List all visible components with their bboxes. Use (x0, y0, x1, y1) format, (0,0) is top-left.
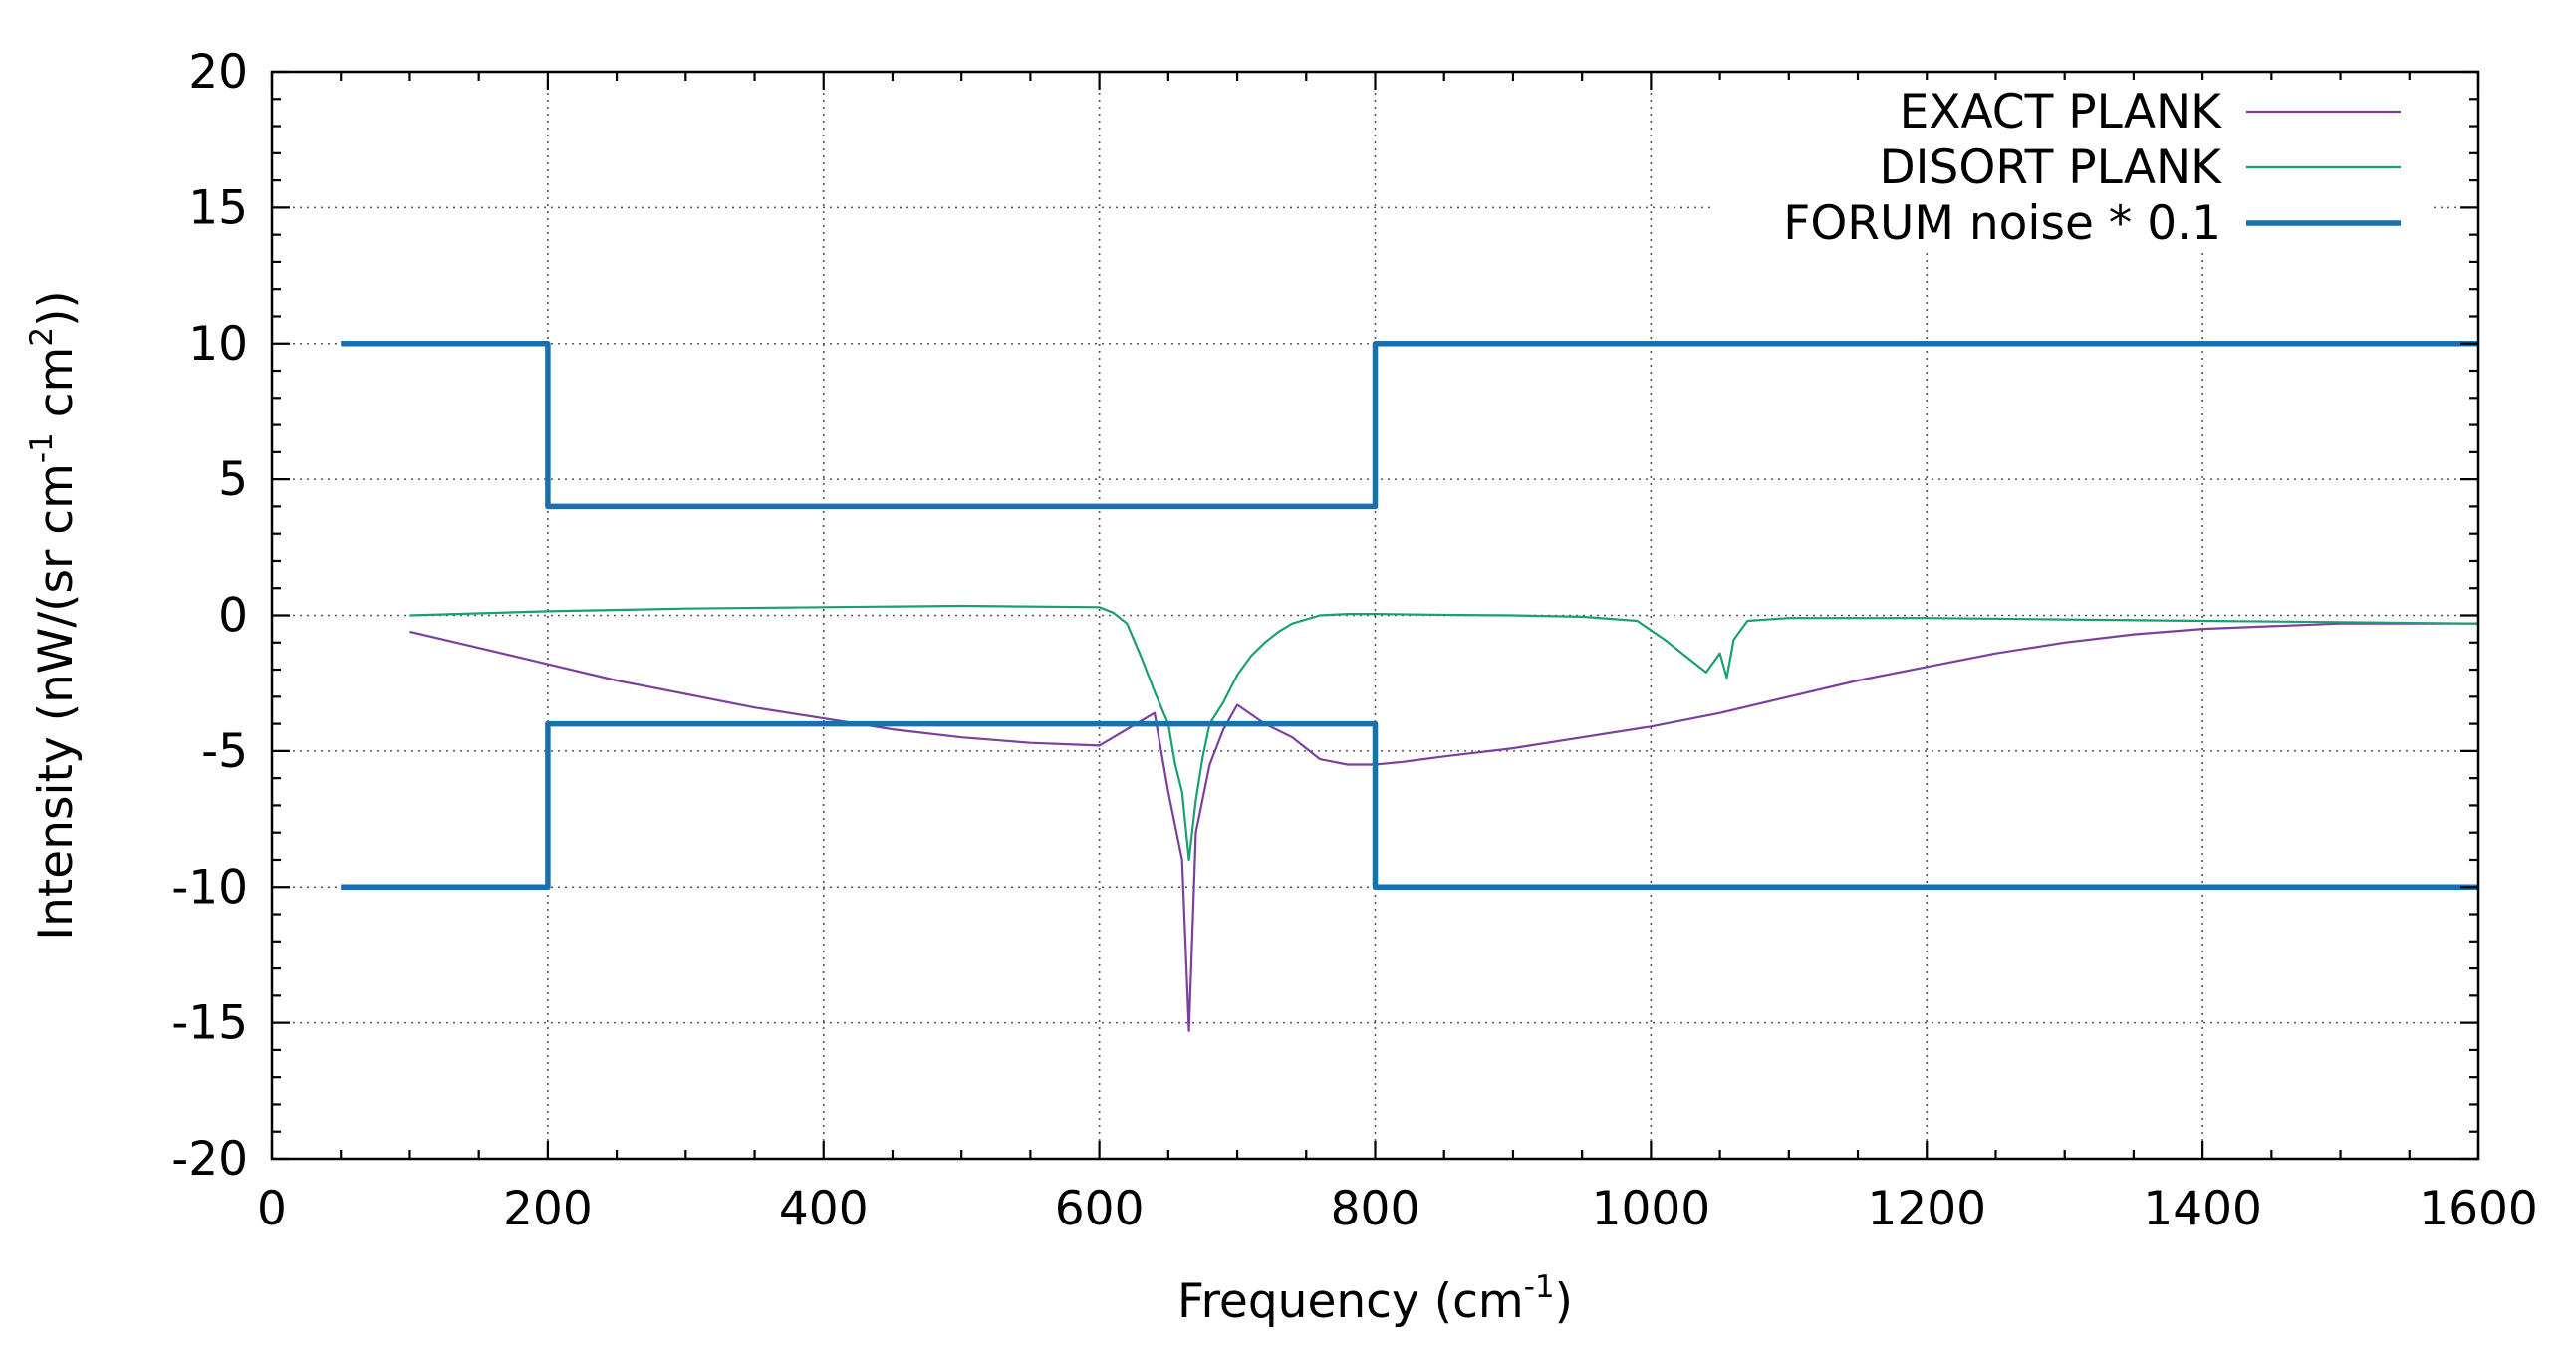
x-tick-label: 200 (503, 1182, 593, 1236)
y-axis-title: Intensity (nW/(sr cm-1 cm2)) (24, 290, 84, 941)
y-tick-label: 0 (218, 589, 248, 644)
series-line-2 (341, 341, 2478, 510)
legend-label-forum-noise: FORUM noise * 0.1 (1783, 196, 2221, 251)
y-axis-title-suffix: )) (29, 290, 84, 327)
x-tick-label: 600 (1055, 1182, 1145, 1236)
x-axis-title-superscript: -1 (1524, 1269, 1555, 1305)
tick-labels: 0 200 400 600 800 1000 1200 1400 1600-20-15-10-5… (171, 45, 2538, 1236)
y-tick-label: -20 (171, 1132, 248, 1187)
x-tick-label: 0 (257, 1182, 287, 1236)
y-tick-label: 15 (188, 180, 248, 235)
y-tick-label: -10 (171, 860, 248, 915)
series-line-3 (341, 720, 2478, 891)
series-line-0 (409, 622, 2478, 1032)
y-tick-label: 20 (188, 45, 248, 100)
x-tick-label: 1400 (2143, 1182, 2262, 1236)
legend: EXACT PLANK DISORT PLANK FORUM noise * 0… (1713, 80, 2431, 251)
x-axis-title-main: Frequency (cm (1177, 1274, 1524, 1329)
x-tick-label: 1600 (2419, 1182, 2538, 1236)
y-tick-label: -5 (201, 724, 248, 779)
series-layer (341, 341, 2479, 1032)
legend-label-disort-plank: DISORT PLANK (1879, 140, 2222, 195)
y-axis-title-main: Intensity (nW/(sr cm (29, 463, 84, 941)
y-axis-title-mid: cm (29, 347, 84, 433)
x-tick-label: 800 (1331, 1182, 1420, 1236)
x-axis-title: Frequency (cm-1) (1177, 1269, 1573, 1329)
x-tick-label: 1000 (1592, 1182, 1711, 1236)
legend-label-exact-plank: EXACT PLANK (1900, 85, 2223, 139)
x-axis-title-suffix: ) (1555, 1274, 1573, 1329)
y-axis-title-superscript-2: 2 (24, 327, 60, 347)
y-tick-label: -15 (171, 996, 248, 1051)
x-tick-label: 400 (779, 1182, 869, 1236)
y-axis-title-superscript-1: -1 (24, 432, 60, 463)
y-tick-label: 10 (188, 317, 248, 372)
series-line-1 (409, 604, 2479, 862)
x-tick-label: 1200 (1867, 1182, 1986, 1236)
y-tick-label: 5 (218, 452, 248, 507)
